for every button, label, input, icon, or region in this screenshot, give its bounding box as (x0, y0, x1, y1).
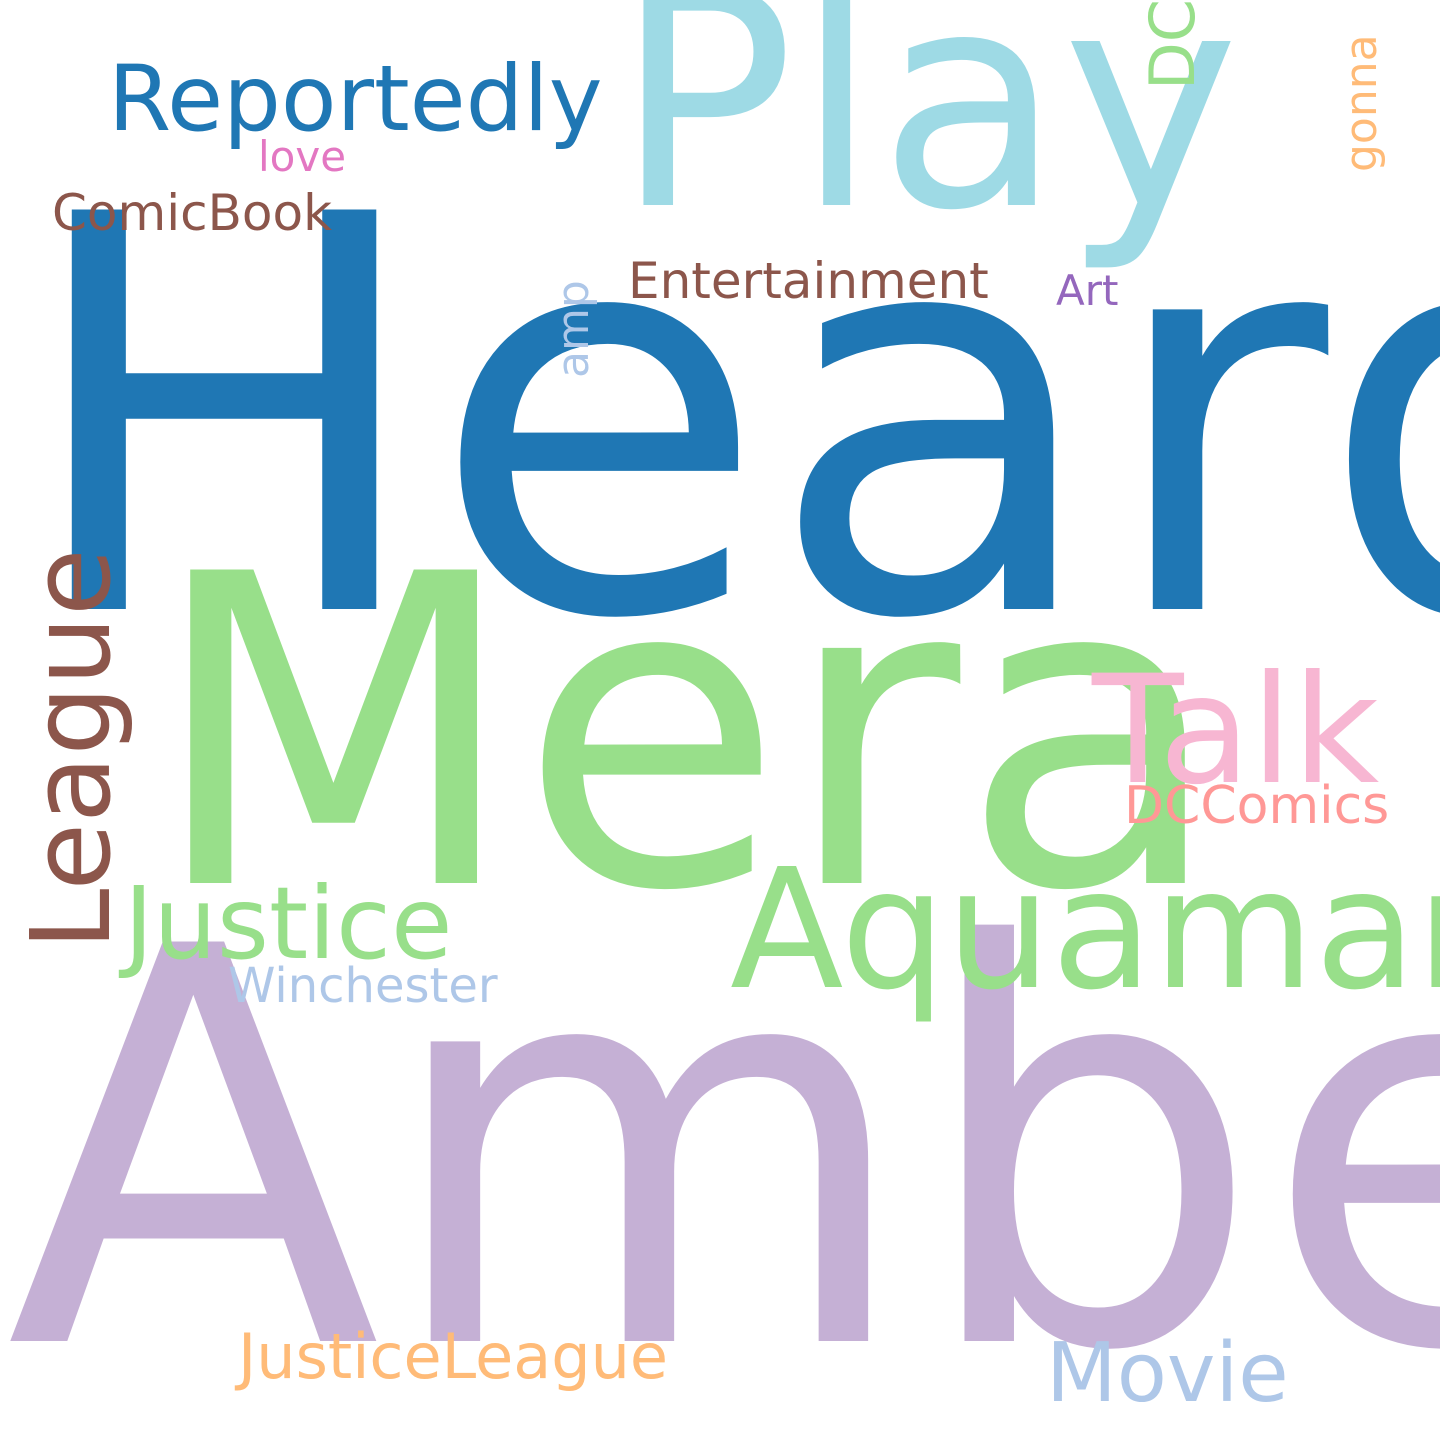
word-play: Play (614, 0, 1240, 276)
word-talk: Talk (1092, 644, 1380, 818)
word-reportedly: Reportedly (108, 47, 603, 152)
word-justiceleague: JusticeLeague (238, 1320, 669, 1393)
word-entertainment: Entertainment (628, 252, 989, 310)
word-justice: Justice (124, 865, 453, 982)
word-dccomics: DCComics (1124, 776, 1390, 836)
word-league: League (7, 548, 135, 950)
word-gonna: gonna (1336, 34, 1387, 172)
word-winchester: Winchester (228, 958, 498, 1014)
word-movie: Movie (1046, 1326, 1289, 1421)
word-amp: amp (548, 280, 599, 378)
word-heard: Heard (18, 101, 1440, 739)
word-love: love (258, 132, 347, 181)
word-mera: Mera (148, 485, 1224, 985)
word-art: Art (1056, 266, 1119, 315)
word-dc: DC (1136, 0, 1209, 90)
word-amber: Amber (6, 833, 1440, 1440)
word-aquaman: Aquaman (730, 834, 1440, 1027)
word-comicbook: ComicBook (52, 184, 333, 242)
